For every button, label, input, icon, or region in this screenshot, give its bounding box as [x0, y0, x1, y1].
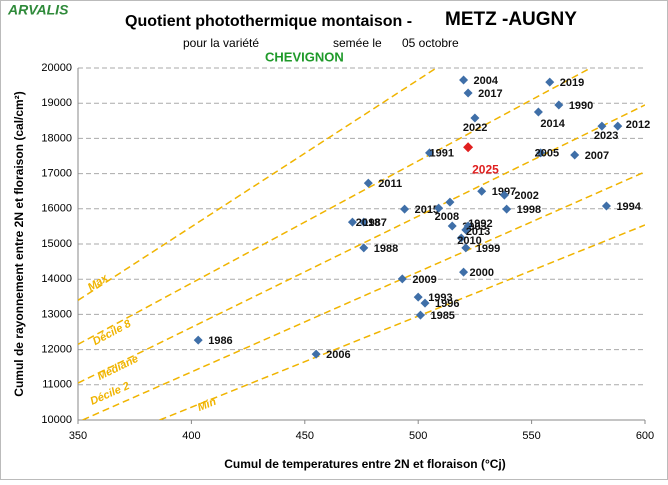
- y-tick-label: 19000: [41, 97, 72, 109]
- point-label: 2017: [478, 88, 502, 100]
- data-point: [545, 77, 555, 87]
- data-point: [193, 335, 203, 345]
- data-point: [536, 148, 546, 158]
- data-point: [359, 217, 369, 227]
- point-label: 2000: [470, 267, 494, 279]
- sowing-date: 05 octobre: [402, 36, 459, 50]
- data-point: [445, 197, 455, 207]
- x-tick-label: 450: [296, 430, 314, 442]
- reference-line: [78, 68, 437, 301]
- point-label: 1999: [476, 243, 500, 255]
- reference-line: [82, 171, 645, 420]
- point-label: 2002: [514, 190, 538, 202]
- y-tick-label: 10000: [41, 414, 72, 426]
- data-point: [459, 75, 469, 85]
- x-tick-label: 400: [182, 430, 200, 442]
- data-point: [461, 243, 471, 253]
- reference-line: [159, 224, 645, 420]
- y-tick-label: 12000: [41, 344, 72, 356]
- data-point: [597, 121, 607, 131]
- point-label: 2019: [560, 77, 584, 89]
- data-point: [456, 233, 466, 243]
- point-label: 1991: [430, 148, 454, 160]
- y-tick-label: 18000: [41, 132, 72, 144]
- data-point: [459, 267, 469, 277]
- point-label: 2008: [435, 211, 459, 223]
- point-label: 1986: [208, 335, 232, 347]
- y-tick-label: 13000: [41, 308, 72, 320]
- variety-label: pour la variété: [183, 36, 259, 50]
- data-point: [425, 148, 435, 158]
- data-point: [533, 107, 543, 117]
- point-label: 1992: [468, 218, 492, 230]
- data-point: [570, 150, 580, 160]
- y-tick-label: 17000: [41, 168, 72, 180]
- point-label: 2018: [356, 217, 380, 229]
- x-tick-label: 500: [409, 430, 427, 442]
- data-point: [477, 186, 487, 196]
- data-point: [463, 142, 474, 153]
- point-label: 2011: [378, 178, 402, 190]
- variety: CHEVIGNON: [265, 49, 344, 64]
- data-point: [397, 274, 407, 284]
- point-label: 2013: [466, 226, 490, 238]
- data-point: [502, 204, 512, 214]
- data-point: [420, 298, 430, 308]
- data-point: [461, 225, 471, 235]
- reference-line: [78, 68, 591, 345]
- point-label: 2025: [472, 162, 499, 176]
- y-tick-label: 11000: [42, 379, 72, 391]
- point-label: 1985: [430, 310, 454, 322]
- data-point: [463, 88, 473, 98]
- point-label: 2005: [535, 148, 559, 160]
- x-axis-title: Cumul de temperatures entre 2N et florai…: [224, 457, 506, 471]
- point-label: 1990: [569, 100, 593, 112]
- x-tick-label: 550: [522, 430, 540, 442]
- data-point: [400, 204, 410, 214]
- point-label: 2004: [474, 75, 499, 87]
- data-point: [470, 113, 480, 123]
- point-label: 2007: [585, 150, 609, 162]
- data-point: [554, 100, 564, 110]
- data-point: [413, 292, 423, 302]
- point-label: 2015: [415, 204, 439, 216]
- y-axis-title: Cumul de rayonnement entre 2N et florais…: [12, 91, 26, 396]
- logo: ARVALIS: [7, 2, 69, 18]
- point-label: 1987: [362, 217, 386, 229]
- point-label: 1998: [517, 204, 541, 216]
- data-point: [447, 221, 457, 231]
- y-tick-label: 16000: [41, 203, 72, 215]
- y-tick-label: 15000: [41, 238, 72, 250]
- data-point: [311, 349, 321, 359]
- data-point: [359, 243, 369, 253]
- point-label: 2010: [457, 235, 481, 247]
- point-label: 2022: [463, 122, 487, 134]
- point-label: 1993: [428, 292, 452, 304]
- data-point: [499, 190, 509, 200]
- data-point: [613, 121, 623, 131]
- data-point: [434, 203, 444, 213]
- data-point: [347, 217, 357, 227]
- x-tick-label: 350: [69, 430, 87, 442]
- data-point: [363, 178, 373, 188]
- location: METZ -AUGNY: [445, 9, 577, 30]
- point-label: 2006: [326, 349, 350, 361]
- y-tick-label: 20000: [41, 62, 72, 74]
- point-label: 2023: [594, 130, 618, 142]
- point-label: 2009: [412, 274, 436, 286]
- reference-line: [78, 104, 645, 384]
- data-point: [415, 310, 425, 320]
- point-label: 1996: [435, 298, 459, 310]
- y-tick-label: 14000: [41, 273, 72, 285]
- point-label: 1988: [374, 243, 398, 255]
- point-label: 2014: [540, 118, 565, 130]
- chart-title: Quotient photothermique montaison -: [125, 13, 412, 30]
- sowing-label: semée le: [333, 36, 382, 50]
- point-label: 2012: [626, 119, 650, 131]
- data-point: [601, 201, 611, 211]
- x-tick-label: 600: [636, 430, 654, 442]
- point-label: 1994: [616, 201, 641, 213]
